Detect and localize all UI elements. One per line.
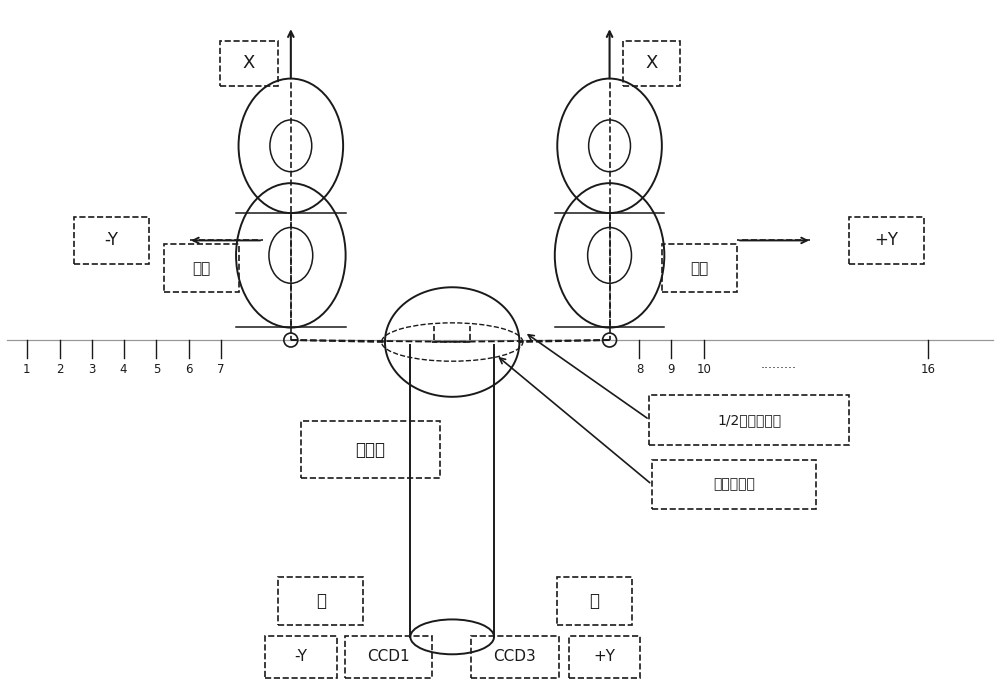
Text: 5: 5	[153, 363, 160, 376]
Text: X: X	[645, 54, 658, 72]
Text: 遥感器: 遥感器	[356, 440, 386, 458]
Text: 遮光罩光阀: 遮光罩光阀	[713, 477, 755, 491]
Text: -Y: -Y	[105, 232, 119, 249]
Text: 2: 2	[56, 363, 64, 376]
Text: 东: 东	[316, 592, 326, 610]
Text: CCD1: CCD1	[367, 650, 410, 664]
Text: 8: 8	[636, 363, 643, 376]
Text: 3: 3	[88, 363, 95, 376]
Text: +Y: +Y	[874, 232, 898, 249]
Text: 光源: 光源	[192, 261, 210, 276]
Text: CCD3: CCD3	[494, 650, 536, 664]
Text: -Y: -Y	[294, 650, 307, 664]
Text: X: X	[243, 54, 255, 72]
Text: .........: .........	[761, 358, 797, 371]
Text: 9: 9	[668, 363, 675, 376]
Text: 6: 6	[185, 363, 193, 376]
Text: 4: 4	[120, 363, 127, 376]
Text: 16: 16	[921, 363, 936, 376]
Text: +Y: +Y	[594, 650, 616, 664]
Text: 10: 10	[697, 363, 712, 376]
Text: 1/2相机视场角: 1/2相机视场角	[717, 413, 781, 427]
Text: 7: 7	[217, 363, 225, 376]
Text: 光源: 光源	[690, 261, 708, 276]
Text: 1: 1	[23, 363, 31, 376]
Text: 西: 西	[590, 592, 600, 610]
